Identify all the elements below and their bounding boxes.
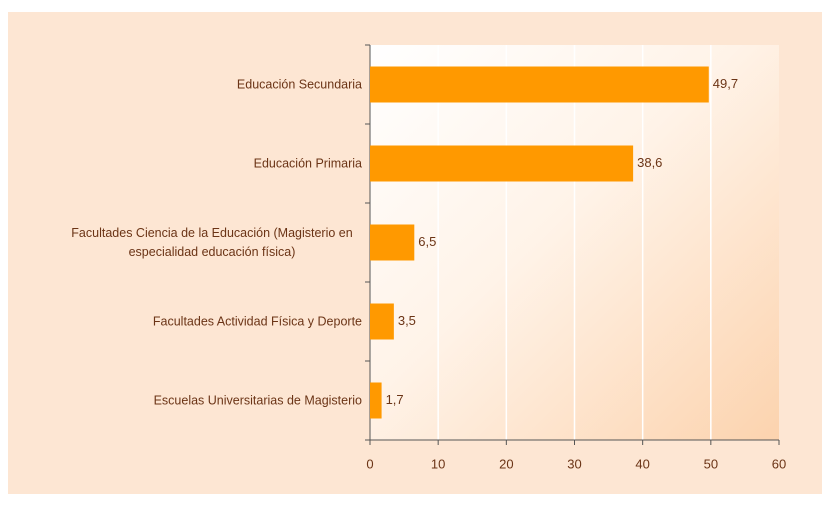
data-label: 1,7 — [386, 392, 404, 407]
y-tick-label: Facultades Ciencia de la Educación (Magi… — [71, 225, 353, 259]
x-tick-label: 40 — [635, 456, 649, 471]
data-label: 38,6 — [637, 155, 662, 170]
bar — [370, 145, 634, 182]
x-tick-label: 60 — [772, 456, 786, 471]
bar — [370, 303, 394, 340]
x-tick-label: 50 — [704, 456, 718, 471]
data-label: 49,7 — [713, 76, 738, 91]
y-tick-label: Escuelas Universitarias de Magisterio — [153, 393, 362, 407]
data-label: 3,5 — [398, 313, 416, 328]
bar — [370, 382, 382, 419]
x-tick-label: 10 — [431, 456, 445, 471]
bar — [370, 224, 415, 261]
x-tick-label: 20 — [499, 456, 513, 471]
y-tick-label: Facultades Actividad Física y Deporte — [152, 314, 362, 328]
x-tick-label: 0 — [366, 456, 373, 471]
y-tick-label: Educación Primaria — [253, 156, 362, 170]
x-tick-label: 30 — [567, 456, 581, 471]
bar — [370, 66, 709, 103]
data-label: 6,5 — [418, 234, 436, 249]
y-tick-label: Educación Secundaria — [236, 77, 362, 91]
